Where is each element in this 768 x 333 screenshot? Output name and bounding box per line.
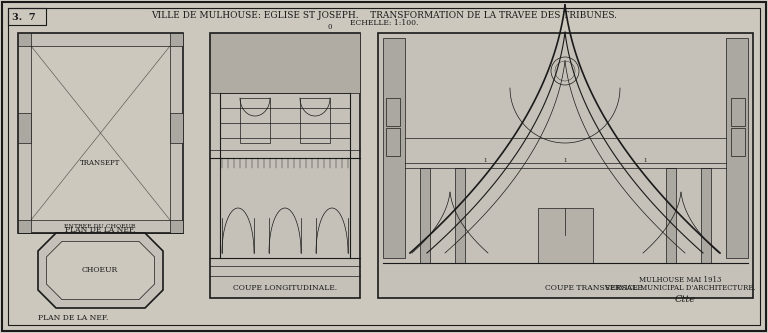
Text: 1: 1 — [483, 158, 487, 163]
Bar — [18, 113, 31, 143]
Bar — [300, 98, 330, 143]
Bar — [8, 8, 46, 25]
Bar — [240, 98, 270, 143]
Bar — [538, 208, 593, 263]
Text: ENTREE DU CHOEUR: ENTREE DU CHOEUR — [65, 224, 136, 229]
Bar — [731, 98, 745, 126]
Text: Ctte: Ctte — [674, 295, 696, 304]
Text: COUPE LONGITUDINALE.: COUPE LONGITUDINALE. — [233, 284, 337, 292]
Bar — [701, 168, 711, 263]
Bar — [18, 33, 31, 46]
Text: MULHOUSE MAI 1913: MULHOUSE MAI 1913 — [639, 276, 721, 284]
Bar — [170, 220, 183, 233]
Bar — [31, 46, 170, 220]
Text: VILLE DE MULHOUSE: EGLISE ST JOSEPH.    TRANSFORMATION DE LA TRAVEE DES TRIBUNES: VILLE DE MULHOUSE: EGLISE ST JOSEPH. TRA… — [151, 12, 617, 21]
Bar — [18, 33, 183, 233]
Text: 1: 1 — [563, 158, 567, 163]
Bar — [378, 33, 753, 298]
Text: TRANSEPT: TRANSEPT — [80, 159, 120, 167]
Text: CHOEUR: CHOEUR — [82, 266, 118, 274]
Text: 0: 0 — [328, 23, 333, 31]
Bar — [210, 33, 360, 93]
Bar — [170, 113, 183, 143]
Polygon shape — [46, 241, 154, 300]
Bar — [386, 98, 400, 126]
Text: 3.  7: 3. 7 — [12, 13, 35, 22]
Bar — [731, 128, 745, 156]
Bar — [386, 128, 400, 156]
Bar — [726, 38, 748, 258]
Text: COUPE TRANSVERSALE.: COUPE TRANSVERSALE. — [545, 284, 645, 292]
Bar — [420, 168, 430, 263]
Bar — [18, 220, 31, 233]
Text: SERVICE MUNICIPAL D'ARCHITECTURE.: SERVICE MUNICIPAL D'ARCHITECTURE. — [604, 284, 755, 292]
Text: PLAN DE LA NEF.: PLAN DE LA NEF. — [65, 226, 135, 234]
Bar — [666, 168, 676, 263]
Bar — [455, 168, 465, 263]
Bar — [170, 33, 183, 46]
Text: 1: 1 — [644, 158, 647, 163]
Bar — [383, 38, 405, 258]
Polygon shape — [38, 233, 163, 308]
Text: ECHELLE: 1:100.: ECHELLE: 1:100. — [349, 19, 419, 27]
Text: PLAN DE LA NEF.: PLAN DE LA NEF. — [38, 314, 108, 322]
Bar — [210, 33, 360, 298]
